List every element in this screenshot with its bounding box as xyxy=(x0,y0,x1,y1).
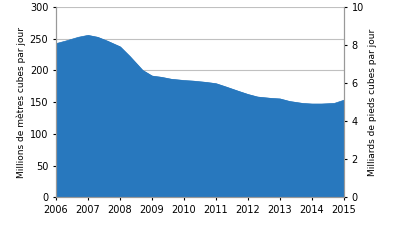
Y-axis label: Milliards de pieds cubes par jour: Milliards de pieds cubes par jour xyxy=(368,29,377,176)
Y-axis label: Millions de mètres cubes par jour: Millions de mètres cubes par jour xyxy=(16,27,26,178)
